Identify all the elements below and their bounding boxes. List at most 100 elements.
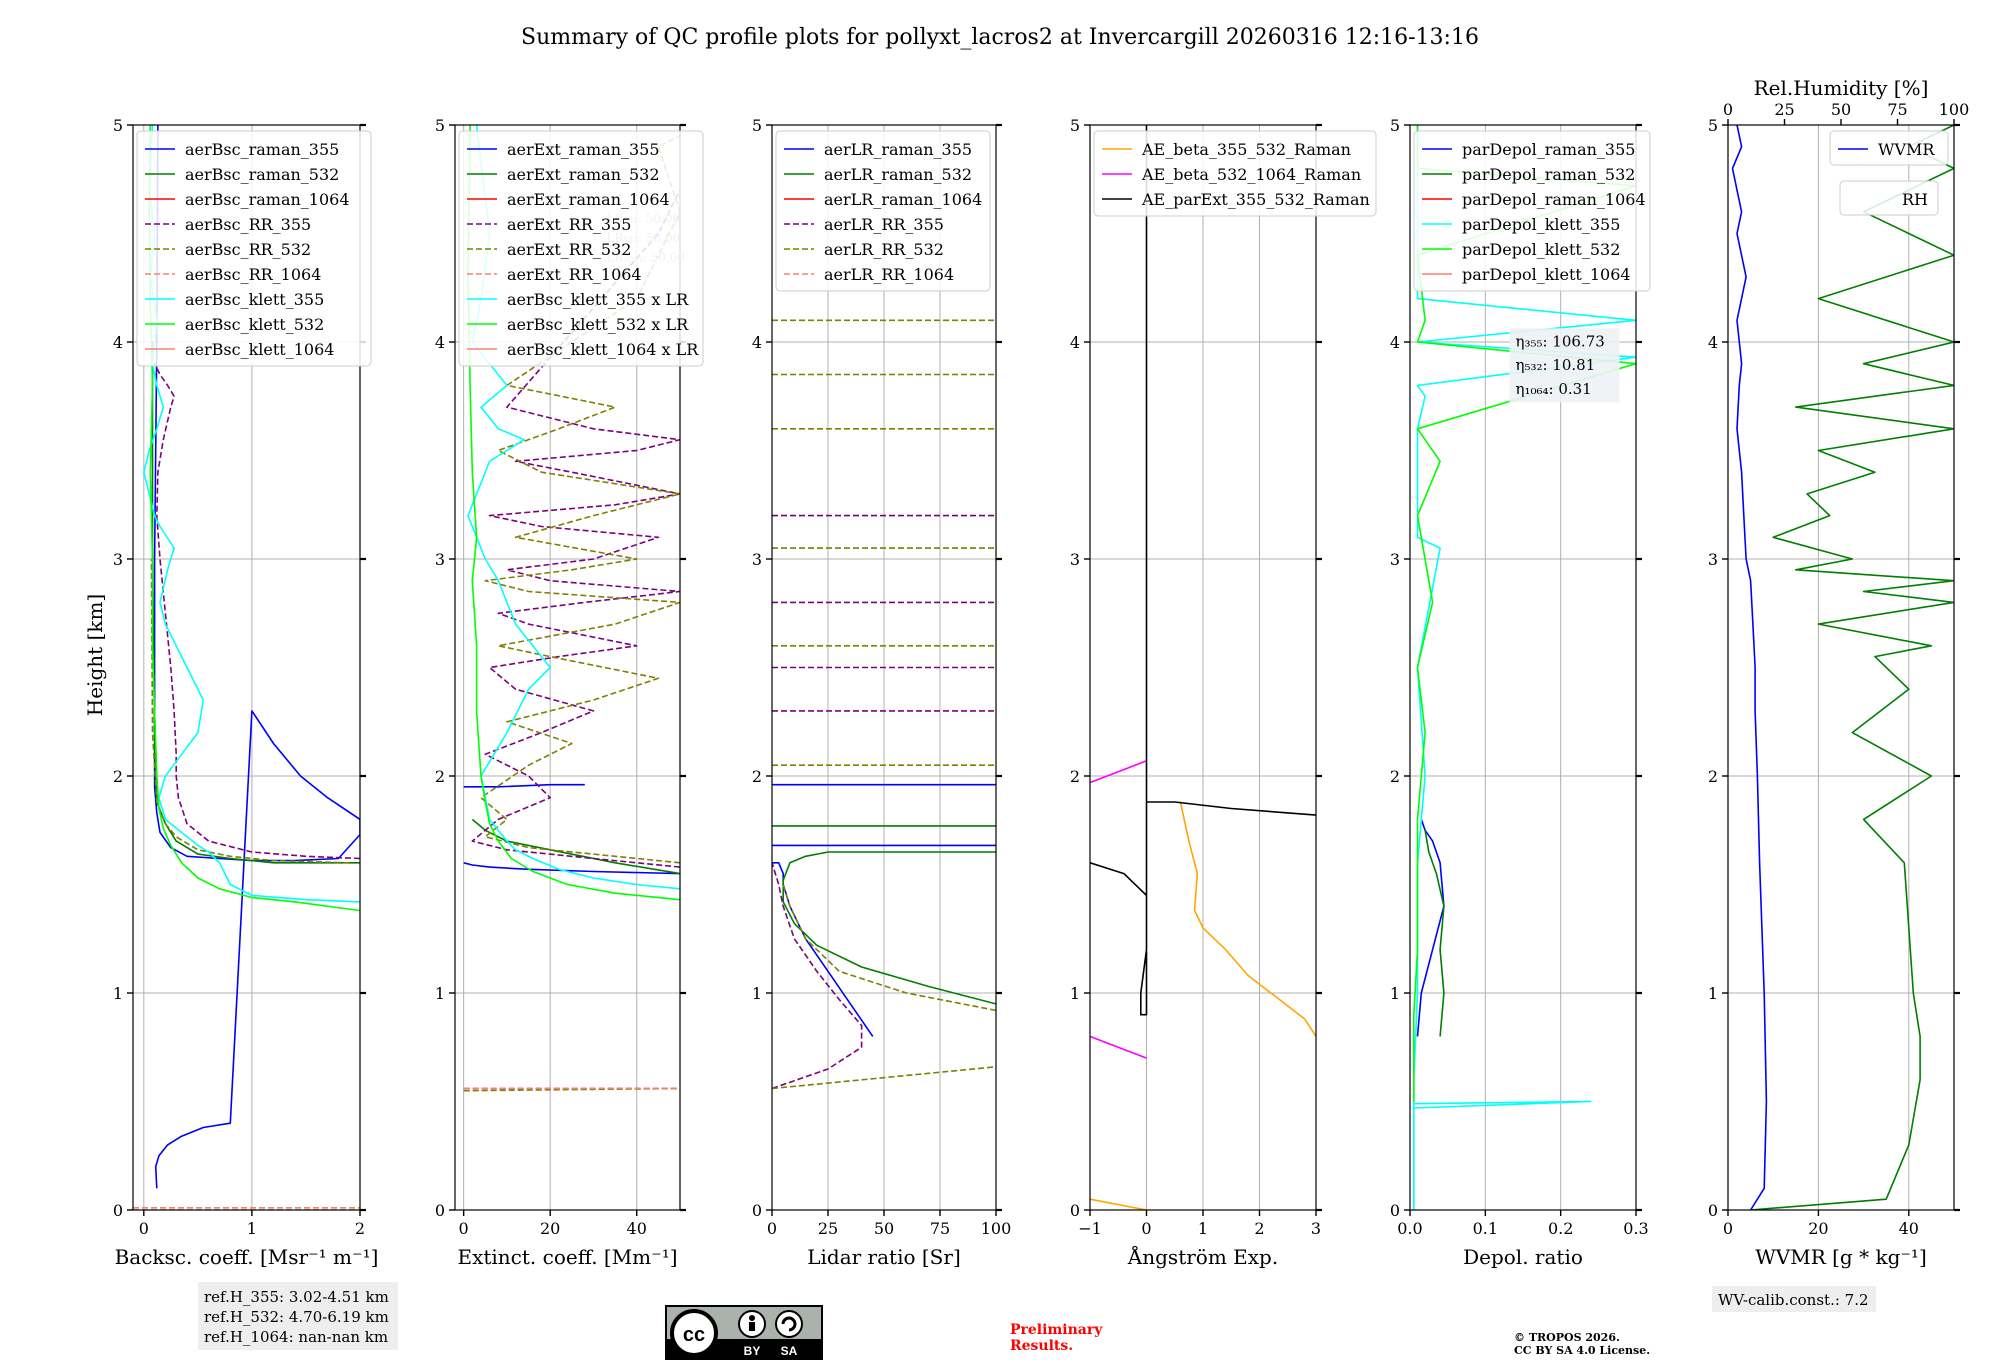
y-tick-label: 0 xyxy=(113,1201,123,1220)
legend-label: parDepol_raman_355 xyxy=(1462,140,1635,159)
x-axis-label: Extinct. coeff. [Mm⁻¹] xyxy=(457,1245,677,1269)
y-tick-label: 1 xyxy=(1708,984,1718,1003)
x-tick-label: 20 xyxy=(540,1219,560,1238)
series-aerext-raman-532 xyxy=(471,818,680,875)
y-tick-label: 5 xyxy=(113,116,123,135)
x-tick-label: 20 xyxy=(1808,1219,1828,1238)
reference-height-box: ref.H_355: 3.02-4.51 km ref.H_532: 4.70-… xyxy=(198,1282,398,1350)
legend: WVMR RH xyxy=(1829,130,1949,216)
y-tick-label: 2 xyxy=(752,767,762,786)
legend-box xyxy=(1093,130,1377,217)
legend-label: aerLR_RR_1064 xyxy=(824,265,954,284)
y-tick-label: 4 xyxy=(1390,333,1400,352)
figure-title: Summary of QC profile plots for pollyxt_… xyxy=(521,25,1479,50)
legend-label: aerLR_raman_355 xyxy=(824,140,972,159)
series-group xyxy=(1731,125,1954,1210)
plot-frame xyxy=(1409,124,1637,1211)
cc-license-badge: cc BY SA xyxy=(665,1305,823,1360)
x-tick-label: 1 xyxy=(1198,1219,1208,1238)
series-ae-beta-355-532-raman xyxy=(1090,801,1316,1210)
x-tick-label: 0.0 xyxy=(1397,1219,1422,1238)
x-tick-label: 0 xyxy=(1723,1219,1733,1238)
y-tick-label: 3 xyxy=(752,550,762,569)
y-tick-label: 1 xyxy=(1390,984,1400,1003)
svg-text:SA: SA xyxy=(781,1344,798,1358)
y-tick-label: 4 xyxy=(752,333,762,352)
x-tick-label: 0 xyxy=(139,1219,149,1238)
annotation-text: η₁₀₆₄: 0.31 xyxy=(1515,380,1591,398)
y-tick-label: 2 xyxy=(113,767,123,786)
ref-height-1064: ref.H_1064: nan-nan km xyxy=(204,1328,388,1346)
y-tick-label: 0 xyxy=(1708,1201,1718,1220)
y-tick-label: 5 xyxy=(435,116,445,135)
y-tick-label: 1 xyxy=(113,984,123,1003)
legend: aerBsc_raman_355 aerBsc_raman_532 aerBsc_r… xyxy=(136,130,372,367)
legend: parDepol_raman_355 parDepol_raman_532 parD… xyxy=(1413,130,1651,292)
x-tick-label: 25 xyxy=(818,1219,838,1238)
legend-label: parDepol_klett_532 xyxy=(1462,240,1620,259)
y-tick-label: 5 xyxy=(752,116,762,135)
x-tick-label: 0 xyxy=(1141,1219,1151,1238)
x-tick-label: 0 xyxy=(767,1219,777,1238)
annotation-text: η₅₃₂: 10.81 xyxy=(1515,356,1595,374)
share-alike-icon xyxy=(775,1310,803,1338)
legend-label: aerBsc_RR_355 xyxy=(185,215,311,234)
series-aerbsc-klett-355 xyxy=(143,125,360,903)
y-tick-label: 2 xyxy=(435,767,445,786)
ref-height-532: ref.H_532: 4.70-6.19 km xyxy=(204,1308,389,1326)
y-tick-label: 0 xyxy=(435,1201,445,1220)
panel-depol: 0 1 2 3 4 5 0.0 0.1 0.2 0.3 Depol. ratio η₃₅₅: 106.… xyxy=(1390,116,1651,1269)
x-axis-label: Depol. ratio xyxy=(1463,1245,1583,1269)
legend-label: WVMR xyxy=(1878,140,1935,159)
series-pardepol-raman-355 xyxy=(1416,819,1445,1037)
legend-label: aerExt_RR_532 xyxy=(507,240,631,259)
series-aerbsc-rr-355 xyxy=(153,363,360,860)
y-tick-label: 3 xyxy=(1070,550,1080,569)
top-x-tick-label: 75 xyxy=(1887,100,1907,119)
legend-label: parDepol_klett_355 xyxy=(1462,215,1620,234)
y-tick-label: 2 xyxy=(1708,767,1718,786)
x-axis-label: Backsc. coeff. [Msr⁻¹ m⁻¹] xyxy=(115,1245,379,1269)
x-tick-label: 0.3 xyxy=(1623,1219,1648,1238)
legend-label: parDepol_raman_1064 xyxy=(1462,190,1646,209)
series-ae-beta-532-1064-raman xyxy=(1090,760,1147,1059)
svg-text:cc: cc xyxy=(683,1324,705,1346)
legend: aerExt_raman_355 aerExt_raman_532 aerExt_r… xyxy=(458,130,704,367)
y-tick-label: 3 xyxy=(113,550,123,569)
legend-label: aerBsc_klett_532 xyxy=(185,315,324,334)
legend-label: aerLR_raman_1064 xyxy=(824,190,982,209)
legend-label: aerBsc_raman_355 xyxy=(185,140,339,159)
y-axis-label: Height [km] xyxy=(83,594,107,716)
series-aerlr-rr-355 xyxy=(772,514,996,1090)
top-x-tick-label: 50 xyxy=(1831,100,1851,119)
series-ae-parext-355-532-raman xyxy=(1090,125,1316,1016)
y-tick-label: 5 xyxy=(1708,116,1718,135)
preliminary-label-line2: Results. xyxy=(1010,1338,1073,1354)
legend: aerLR_raman_355 aerLR_raman_532 aerLR_rama… xyxy=(775,130,991,292)
legend: AE_beta_355_532_Raman AE_beta_532_1064_Ra… xyxy=(1093,130,1377,217)
legend-box xyxy=(458,130,704,367)
legend-label: aerLR_RR_355 xyxy=(824,215,944,234)
legend-label: aerBsc_klett_355 x LR xyxy=(507,290,689,309)
legend-box-rh xyxy=(1839,180,1939,216)
series-aerbsc-raman-355 xyxy=(153,125,360,1189)
y-tick-label: 4 xyxy=(113,333,123,352)
series-wvmr xyxy=(1731,125,1768,1210)
series-aerbsc-rr-532 xyxy=(133,558,360,1210)
eta-annotation-box xyxy=(1509,328,1620,403)
top-x-axis-label: Rel.Humidity [%] xyxy=(1754,76,1929,100)
series-aerbsc-klett-532 xyxy=(148,125,360,912)
svg-text:BY: BY xyxy=(744,1344,761,1358)
series-aerlr-raman-532 xyxy=(772,825,996,1005)
x-axis-label: Lidar ratio [Sr] xyxy=(807,1245,961,1269)
x-tick-label: 75 xyxy=(930,1219,950,1238)
y-tick-label: 5 xyxy=(1070,116,1080,135)
series-pardepol-raman-532 xyxy=(1424,830,1445,1037)
legend-box xyxy=(775,130,991,292)
y-tick-label: 5 xyxy=(1390,116,1400,135)
legend-box xyxy=(1829,130,1949,166)
y-tick-label: 0 xyxy=(1390,1201,1400,1220)
